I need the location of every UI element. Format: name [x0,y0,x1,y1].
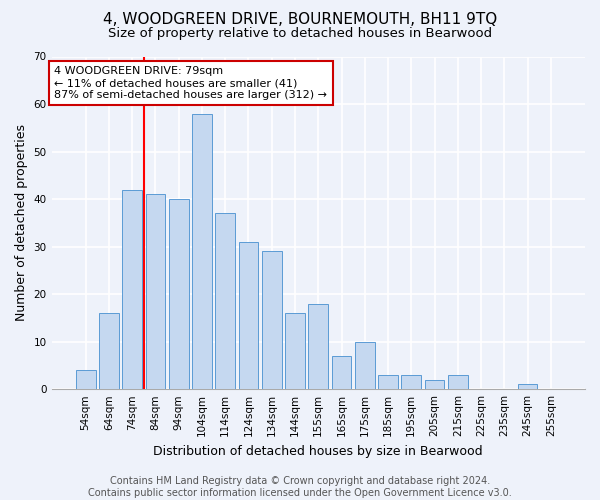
Bar [518,384,538,389]
Y-axis label: Number of detached properties: Number of detached properties [15,124,28,322]
Bar [169,199,188,389]
Bar [76,370,95,389]
Bar [401,375,421,389]
Text: 4, WOODGREEN DRIVE, BOURNEMOUTH, BH11 9TQ: 4, WOODGREEN DRIVE, BOURNEMOUTH, BH11 9T… [103,12,497,28]
Bar [285,313,305,389]
X-axis label: Distribution of detached houses by size in Bearwood: Distribution of detached houses by size … [154,444,483,458]
Bar [146,194,166,389]
Bar [192,114,212,389]
Text: Contains HM Land Registry data © Crown copyright and database right 2024.
Contai: Contains HM Land Registry data © Crown c… [88,476,512,498]
Bar [239,242,259,389]
Bar [99,313,119,389]
Text: 4 WOODGREEN DRIVE: 79sqm
← 11% of detached houses are smaller (41)
87% of semi-d: 4 WOODGREEN DRIVE: 79sqm ← 11% of detach… [54,66,327,100]
Bar [425,380,445,389]
Text: Size of property relative to detached houses in Bearwood: Size of property relative to detached ho… [108,28,492,40]
Bar [308,304,328,389]
Bar [262,252,281,389]
Bar [122,190,142,389]
Bar [448,375,468,389]
Bar [332,356,352,389]
Bar [355,342,374,389]
Bar [378,375,398,389]
Bar [215,214,235,389]
